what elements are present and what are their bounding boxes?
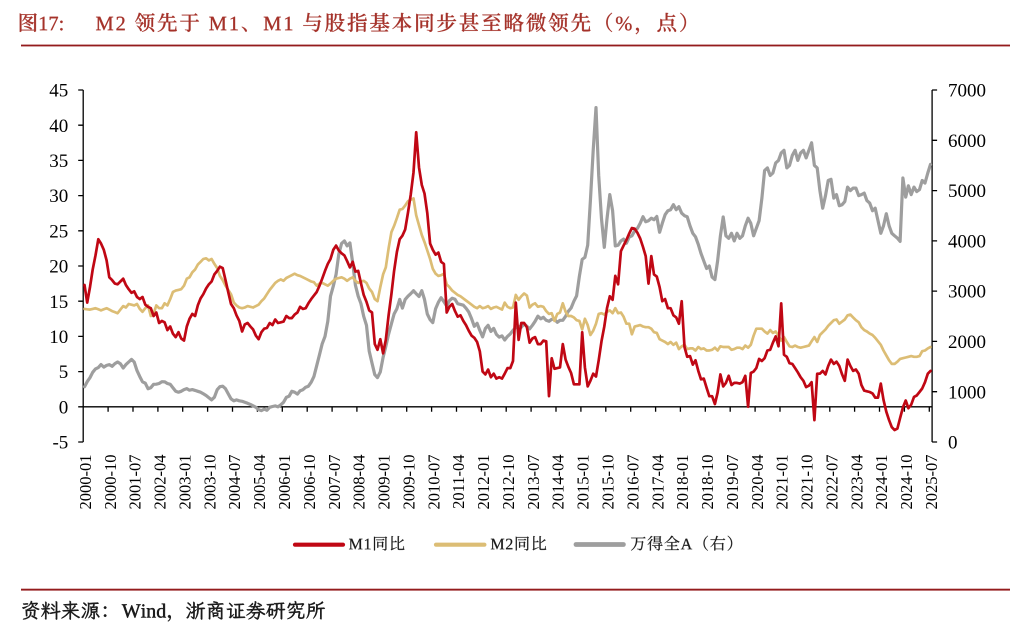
svg-text:2004-07: 2004-07 bbox=[225, 455, 244, 510]
svg-text:2000-10: 2000-10 bbox=[101, 455, 120, 510]
svg-text:45: 45 bbox=[49, 81, 68, 102]
svg-text:2011-04: 2011-04 bbox=[449, 455, 468, 509]
svg-text:7000: 7000 bbox=[948, 81, 986, 102]
svg-text:2018-01: 2018-01 bbox=[673, 455, 692, 510]
svg-text:2010-07: 2010-07 bbox=[424, 455, 443, 510]
svg-text:2023-04: 2023-04 bbox=[847, 455, 866, 510]
svg-text:35: 35 bbox=[49, 151, 68, 172]
svg-text:4000: 4000 bbox=[948, 232, 986, 253]
svg-text:6000: 6000 bbox=[948, 131, 986, 152]
svg-text:3000: 3000 bbox=[948, 282, 986, 303]
svg-text:2002-04: 2002-04 bbox=[151, 455, 170, 510]
svg-text:2021-01: 2021-01 bbox=[773, 455, 792, 510]
svg-text:2024-10: 2024-10 bbox=[897, 455, 916, 510]
svg-text:2017-04: 2017-04 bbox=[648, 455, 667, 510]
svg-text:2025-07: 2025-07 bbox=[922, 455, 941, 510]
svg-text:2013-07: 2013-07 bbox=[524, 455, 543, 510]
svg-text:25: 25 bbox=[49, 221, 68, 242]
svg-text:2012-01: 2012-01 bbox=[474, 455, 493, 510]
svg-text:2016-07: 2016-07 bbox=[623, 455, 642, 510]
svg-text:1000: 1000 bbox=[948, 382, 986, 403]
svg-text:2003-01: 2003-01 bbox=[175, 455, 194, 510]
svg-text:5000: 5000 bbox=[948, 181, 986, 202]
svg-text:-5: -5 bbox=[52, 433, 68, 454]
svg-text:2003-10: 2003-10 bbox=[200, 455, 219, 510]
svg-text:2015-01: 2015-01 bbox=[574, 455, 593, 510]
svg-text:2020-04: 2020-04 bbox=[748, 455, 767, 510]
svg-text:2015-10: 2015-10 bbox=[599, 455, 618, 510]
svg-text:2005-04: 2005-04 bbox=[250, 455, 269, 510]
svg-text:30: 30 bbox=[49, 186, 68, 207]
svg-text:2009-01: 2009-01 bbox=[375, 455, 394, 510]
svg-text:2008-04: 2008-04 bbox=[350, 455, 369, 510]
svg-text:2007-07: 2007-07 bbox=[325, 455, 344, 510]
svg-text:40: 40 bbox=[49, 116, 68, 137]
svg-text:2001-07: 2001-07 bbox=[126, 455, 145, 510]
svg-text:0: 0 bbox=[948, 433, 958, 454]
svg-text:2006-01: 2006-01 bbox=[275, 455, 294, 510]
svg-text:2021-10: 2021-10 bbox=[798, 455, 817, 510]
svg-text:2006-10: 2006-10 bbox=[300, 455, 319, 510]
svg-text:2009-10: 2009-10 bbox=[399, 455, 418, 510]
svg-text:2000: 2000 bbox=[948, 332, 986, 353]
svg-text:2000-01: 2000-01 bbox=[76, 455, 95, 510]
svg-text:5: 5 bbox=[59, 362, 69, 383]
svg-text:15: 15 bbox=[49, 292, 68, 313]
svg-text:2018-10: 2018-10 bbox=[698, 455, 717, 510]
svg-text:2024-01: 2024-01 bbox=[872, 455, 891, 510]
svg-text:10: 10 bbox=[49, 327, 68, 348]
svg-text:20: 20 bbox=[49, 257, 68, 278]
svg-text:2022-07: 2022-07 bbox=[823, 455, 842, 510]
svg-text:0: 0 bbox=[59, 397, 69, 418]
svg-text:2019-07: 2019-07 bbox=[723, 455, 742, 510]
svg-text:2012-10: 2012-10 bbox=[499, 455, 518, 510]
svg-text:2014-04: 2014-04 bbox=[549, 455, 568, 510]
